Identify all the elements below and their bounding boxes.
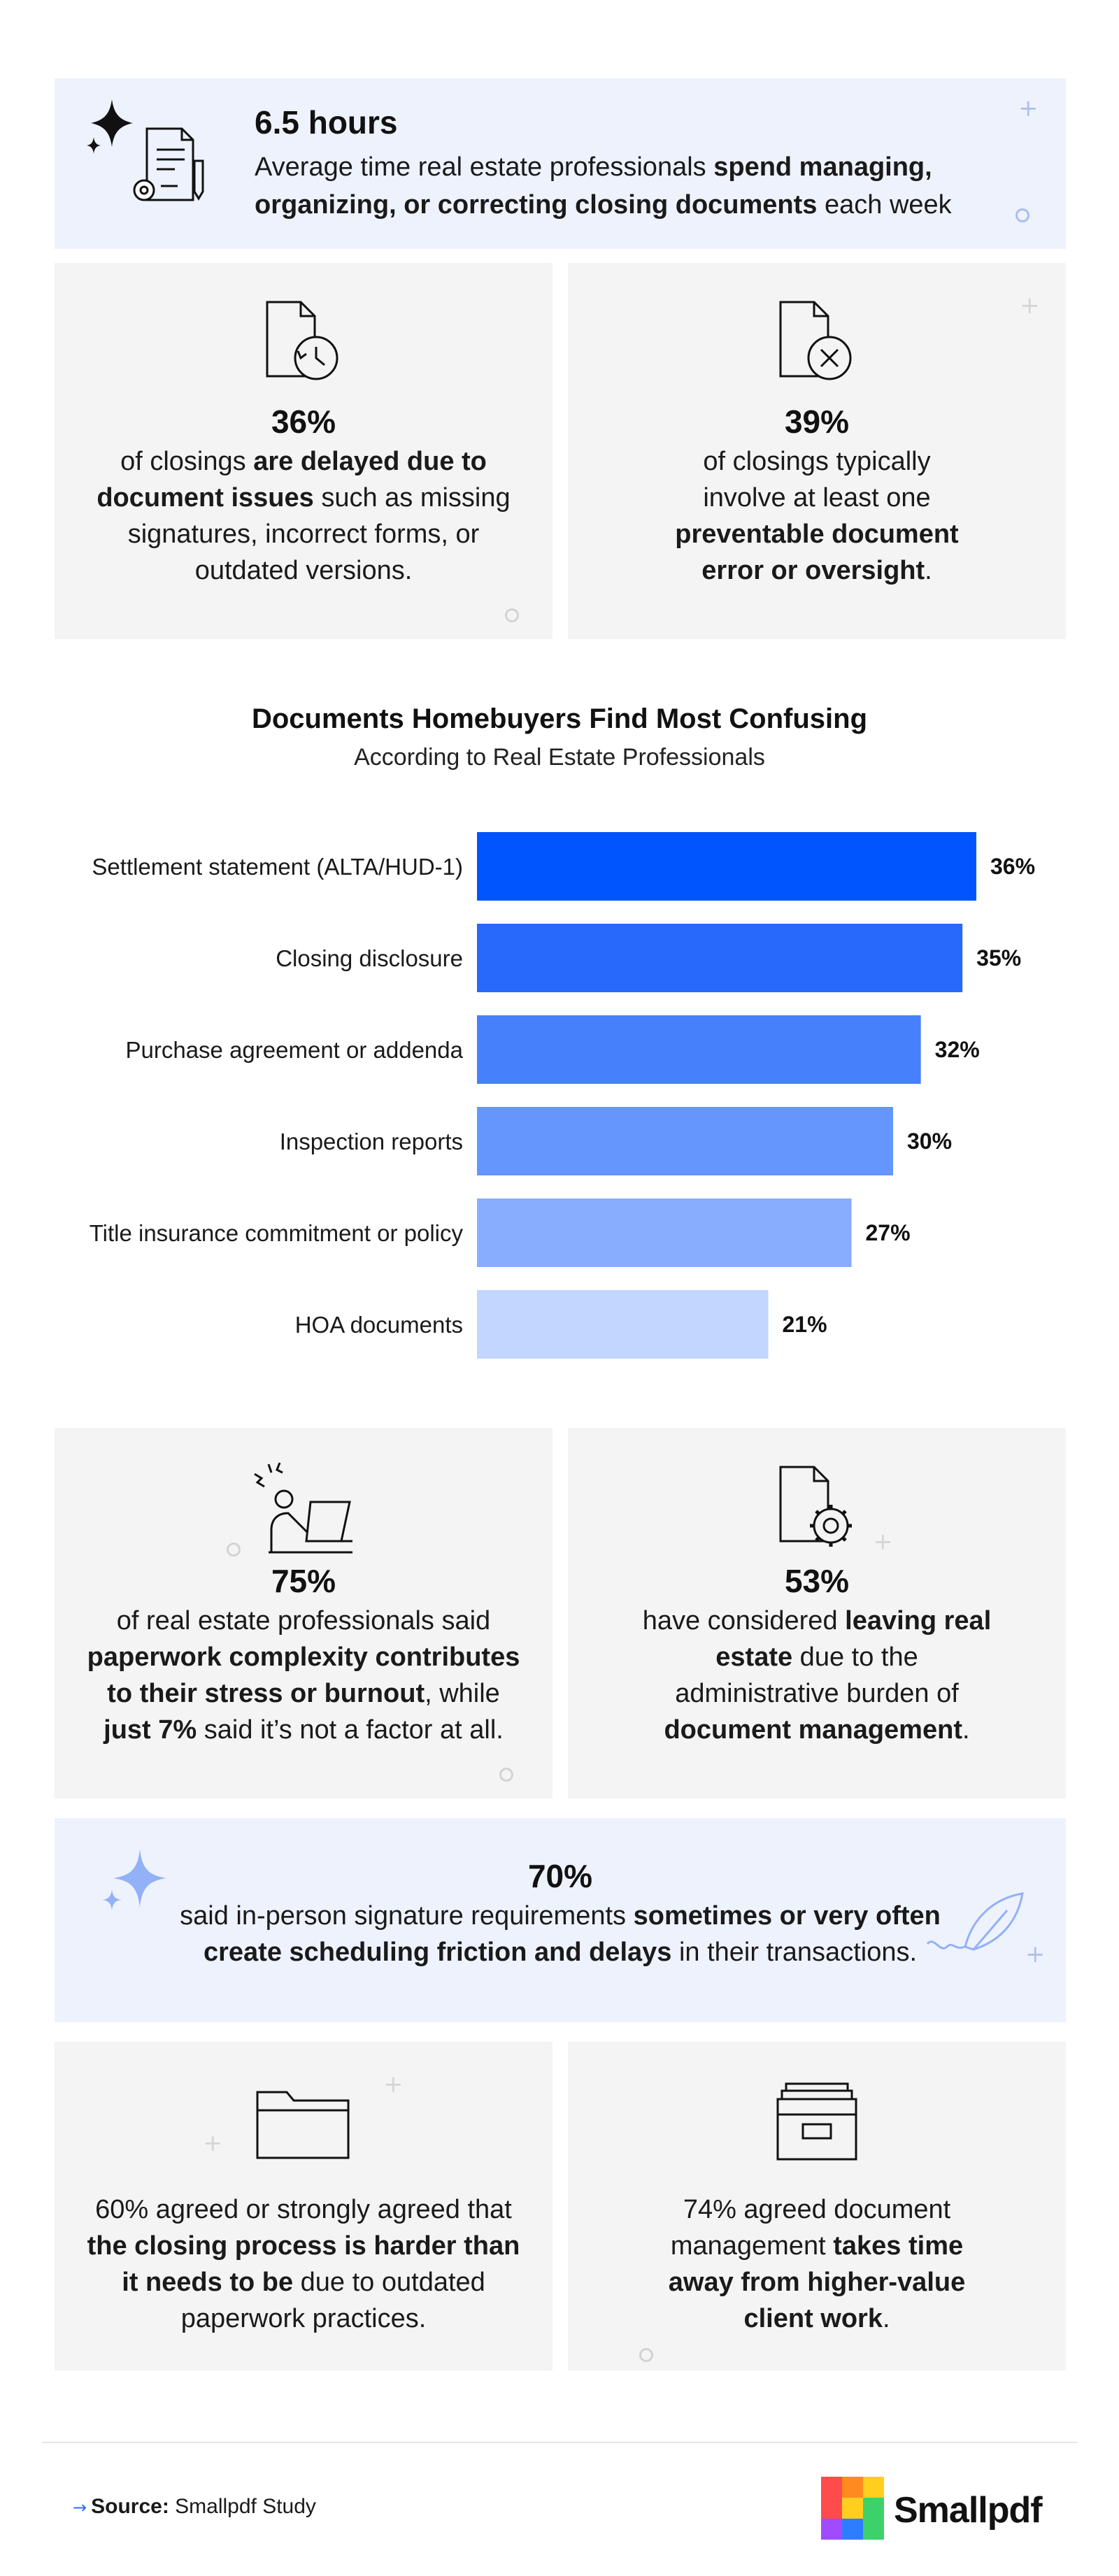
category-label: Settlement statement (ALTA/HUD-1) (92, 854, 463, 880)
bar (477, 1198, 852, 1267)
source-label: Source: (91, 2495, 169, 2518)
value-label: 30% (907, 1129, 952, 1154)
plus-decoration: + (383, 2070, 404, 2098)
document-gear-icon (133, 127, 204, 201)
signature-friction-card: 70% said in-person signature requirement… (55, 1818, 1066, 2022)
smallpdf-logo-icon (821, 2477, 884, 2540)
circle-decoration (639, 2348, 653, 2362)
value-label: 32% (935, 1037, 980, 1062)
logo-tile (842, 2477, 863, 2498)
signature-friction-number: 70% (527, 1858, 593, 1894)
category-label: HOA documents (295, 1312, 463, 1338)
brand-logo: Smallpdf (821, 2477, 1059, 2542)
folder-icon (256, 2091, 350, 2159)
plus-decoration: + (1018, 94, 1039, 122)
delayed-closings-number: 36% (271, 403, 336, 440)
source-value: Smallpdf Study (169, 2495, 316, 2518)
plus-decoration: + (1025, 1940, 1046, 1968)
burnout-text: of real estate professionals said paperw… (87, 1606, 520, 1745)
file-cabinet-icon (776, 2082, 857, 2161)
stressed-person-icon (254, 1462, 352, 1554)
bar (477, 832, 976, 901)
circle-decoration (499, 1768, 513, 1782)
burnout-number: 75% (271, 1563, 336, 1599)
document-errors-text: of closings typically involve at least o… (675, 447, 959, 585)
circle-decoration (1015, 208, 1029, 222)
footer-divider (42, 2442, 1077, 2443)
logo-tile (863, 2498, 884, 2519)
chart-subtitle: According to Real Estate Professionals (354, 744, 765, 771)
average-time-text: Average time real estate professionals s… (255, 152, 952, 220)
delayed-closings-card: 36% of closings are delayed due to docum… (55, 263, 553, 639)
plus-decoration: + (1020, 292, 1040, 320)
average-time-card: 6.5 hours Average time real estate profe… (55, 78, 1066, 249)
arrow-right-icon: → (73, 2498, 87, 2517)
document-gear-icon (779, 1466, 852, 1547)
chart-title: Documents Homebuyers Find Most Confusing (251, 703, 868, 734)
logo-tile (821, 2498, 842, 2519)
bar (477, 1290, 769, 1359)
category-label: Closing disclosure (276, 945, 463, 971)
closing-process-text: 60% agreed or strongly agreed that the c… (87, 2195, 520, 2333)
signature-friction-text: said in-person signature requirements so… (180, 1901, 941, 1967)
brand-name: Smallpdf (894, 2490, 1043, 2531)
source-line: → Source: Smallpdf Study (73, 2495, 316, 2519)
bar (477, 1107, 893, 1175)
category-label: Title insurance commitment or policy (90, 1220, 464, 1246)
logo-tile (842, 2519, 863, 2540)
plus-decoration: + (873, 1528, 893, 1556)
plus-decoration: + (203, 2129, 223, 2157)
average-time-number: 6.5 hours (255, 104, 398, 141)
value-label: 35% (976, 945, 1021, 971)
sparkle-icon (102, 1849, 166, 1910)
time-away-text: 74% agreed document management takes tim… (668, 2195, 966, 2333)
time-away-card: 74% agreed document management takes tim… (568, 2042, 1066, 2370)
value-label: 27% (866, 1220, 911, 1245)
bar (477, 924, 963, 992)
circle-decoration (227, 1543, 241, 1557)
closing-process-card: + + 60% agreed or strongly agreed that t… (55, 2042, 553, 2370)
delayed-closings-text: of closings are delayed due to document … (97, 447, 511, 585)
burnout-card: 75% of real estate professionals said pa… (55, 1428, 553, 1798)
leaving-real-estate-text: have considered leaving real estate due … (642, 1606, 992, 1745)
document-errors-number: 39% (784, 403, 850, 440)
category-label: Inspection reports (280, 1129, 463, 1154)
circle-decoration (505, 608, 519, 622)
logo-tile (863, 2477, 884, 2498)
logo-tile (821, 2519, 842, 2540)
value-label: 36% (990, 854, 1035, 879)
value-label: 21% (783, 1312, 827, 1337)
document-errors-card: 39% of closings typically involve at lea… (568, 263, 1066, 639)
feather-pen-icon (926, 1892, 1024, 1951)
logo-tile (842, 2498, 863, 2519)
category-label: Purchase agreement or addenda (126, 1037, 464, 1063)
leaving-real-estate-number: 53% (784, 1563, 850, 1599)
bar (477, 1015, 921, 1084)
leaving-real-estate-card: + 53% have considered leaving real estat… (568, 1428, 1066, 1798)
logo-tile (863, 2519, 884, 2540)
logo-tile (821, 2477, 842, 2498)
document-clock-icon (266, 301, 338, 380)
document-error-icon (779, 301, 852, 380)
bar-chart: Settlement statement (ALTA/HUD-1) 36% Clos… (90, 832, 1035, 1359)
sparkle-icon (87, 99, 133, 154)
